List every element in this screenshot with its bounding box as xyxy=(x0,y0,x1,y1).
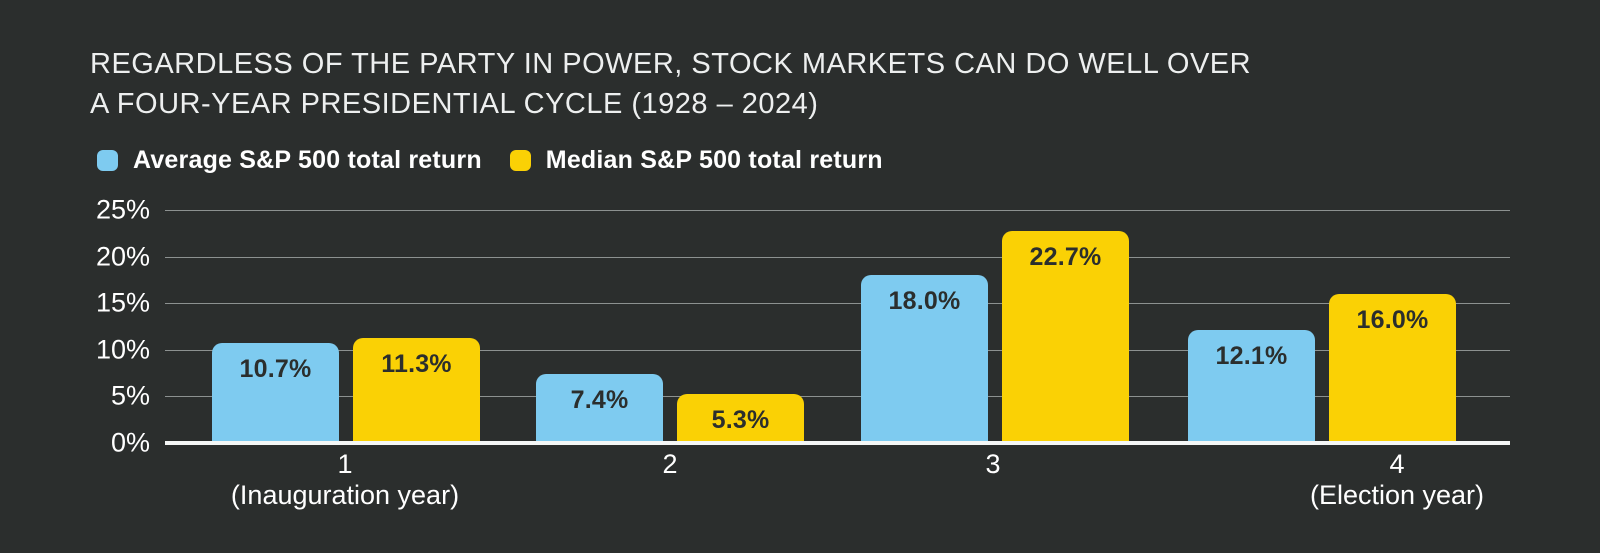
plot-area: 25% 20% 15% 10% 5% 0% 10.7% 11.3% 1 (Inauguration… xyxy=(96,195,1510,510)
legend-item-median: Median S&P 500 total return xyxy=(509,146,883,175)
x-axis-label-sublabel: (Inauguration year) xyxy=(230,480,460,510)
y-axis-label-5: 5% xyxy=(110,380,150,411)
x-axis-label-number: 1 xyxy=(337,449,353,479)
gridline-15 xyxy=(165,303,1510,305)
legend-item-average: Average S&P 500 total return xyxy=(97,146,482,175)
legend-swatch-average-icon xyxy=(97,150,118,171)
legend-label-average: Average S&P 500 total return xyxy=(133,146,482,174)
bar-value-label-median-year-2: 5.3% xyxy=(711,405,770,434)
y-axis-label-20: 20% xyxy=(95,241,150,272)
x-axis-label-4: 4 (Election year) xyxy=(1310,449,1484,511)
bar-average-year-4: 12.1% xyxy=(1188,330,1315,443)
bar-value-label-average-year-1: 10.7% xyxy=(239,355,312,384)
bar-value-label-median-year-1: 11.3% xyxy=(381,349,452,378)
gridline-10 xyxy=(165,349,1510,351)
bar-median-year-2: 5.3% xyxy=(677,393,804,443)
legend-label-median: Median S&P 500 total return xyxy=(545,146,883,174)
bar-value-label-average-year-4: 12.1% xyxy=(1215,342,1288,371)
bar-median-year-1: 11.3% xyxy=(353,337,480,443)
legend-swatch-median-icon xyxy=(509,150,531,171)
bar-value-label-median-year-4: 16.0% xyxy=(1356,305,1429,334)
x-axis-label-2: 2 xyxy=(662,449,677,480)
x-axis-label-number: 2 xyxy=(662,449,678,479)
y-axis-label-15: 15% xyxy=(95,287,150,318)
legend: Average S&P 500 total return Median S&P … xyxy=(97,146,883,175)
chart-title-line2: A FOUR-YEAR PRESIDENTIAL CYCLE (1928 – 2… xyxy=(90,88,819,120)
x-axis-label-1: 1 (Inauguration year) xyxy=(231,449,459,511)
y-axis-label-0: 0% xyxy=(110,427,150,458)
x-axis-label-number: 4 xyxy=(1389,449,1405,479)
bar-average-year-1: 10.7% xyxy=(212,343,339,443)
x-axis-label-sublabel: (Election year) xyxy=(1309,480,1485,510)
bar-average-year-2: 7.4% xyxy=(536,374,663,443)
bar-value-label-average-year-2: 7.4% xyxy=(570,386,629,415)
chart-title-line1: REGARDLESS OF THE PARTY IN POWER, STOCK … xyxy=(90,48,1252,80)
y-axis-label-25: 25% xyxy=(95,194,150,225)
bar-average-year-3: 18.0% xyxy=(861,275,988,443)
x-axis-label-3: 3 xyxy=(985,449,1000,480)
bar-median-year-4: 16.0% xyxy=(1329,293,1456,443)
gridline-25 xyxy=(165,210,1510,211)
chart-title: REGARDLESS OF THE PARTY IN POWER, STOCK … xyxy=(90,44,1251,124)
x-axis-baseline xyxy=(165,441,1510,445)
y-axis-label-10: 10% xyxy=(95,334,150,365)
bar-median-year-3: 22.7% xyxy=(1002,231,1129,443)
gridline-5 xyxy=(165,396,1510,398)
x-axis-label-number: 3 xyxy=(985,449,1001,479)
gridline-20 xyxy=(165,256,1510,258)
bar-value-label-average-year-3: 18.0% xyxy=(888,287,961,316)
bar-value-label-median-year-3: 22.7% xyxy=(1029,243,1102,272)
